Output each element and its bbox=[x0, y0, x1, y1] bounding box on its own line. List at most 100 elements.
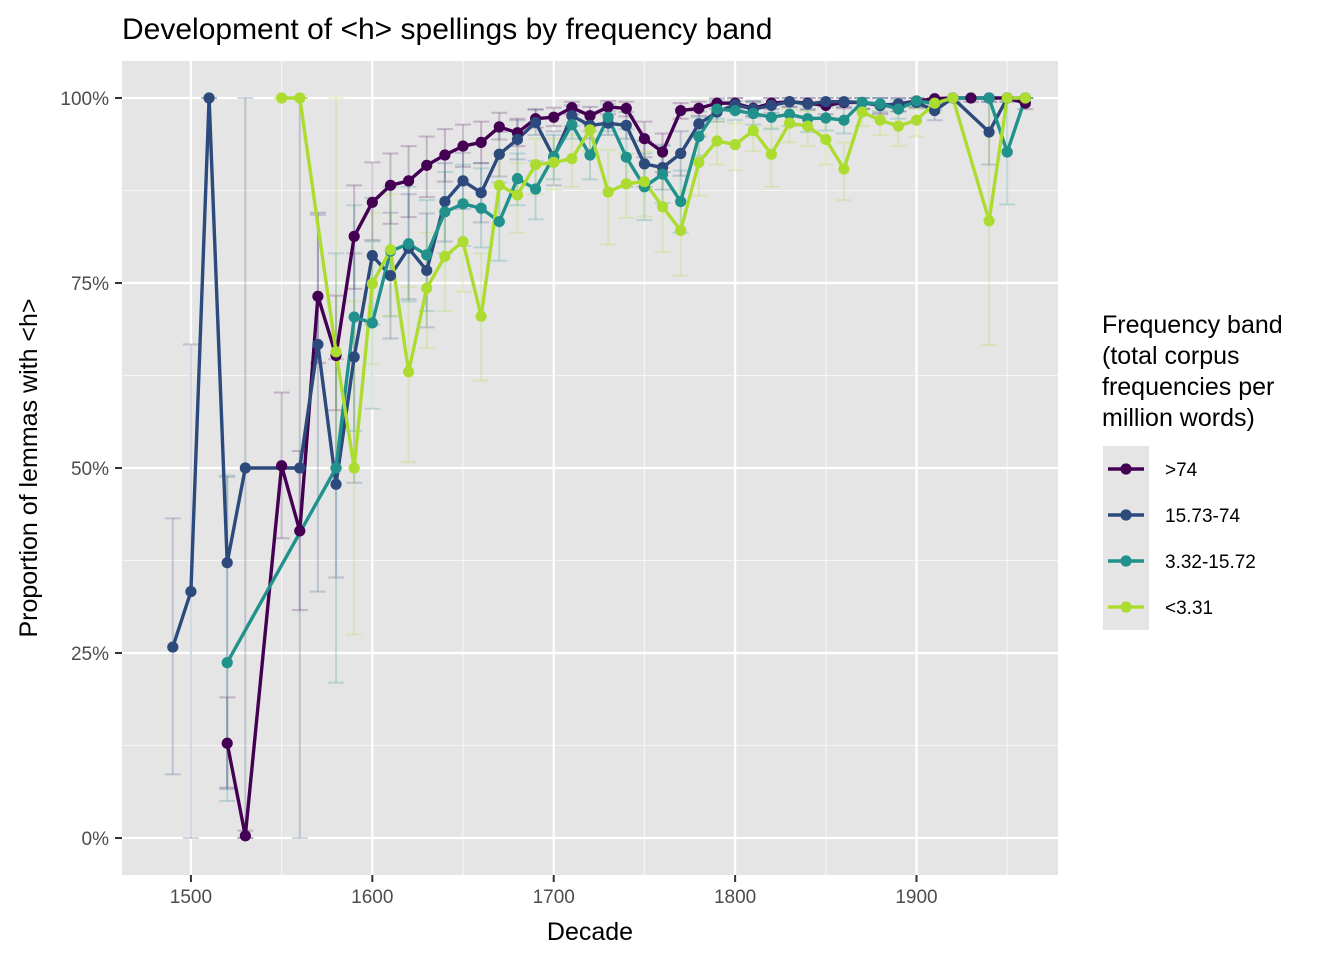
data-point-1 bbox=[511, 133, 524, 146]
data-point-1 bbox=[457, 175, 469, 187]
data-point-2 bbox=[421, 249, 433, 261]
data-point-3 bbox=[584, 124, 596, 136]
legend-title-line-2: (total corpus bbox=[1102, 342, 1240, 370]
legend-item: <3.31 bbox=[1103, 584, 1213, 630]
legend-key-point bbox=[1120, 463, 1132, 475]
data-point-2 bbox=[783, 108, 796, 120]
data-point-3 bbox=[276, 92, 288, 104]
data-point-3 bbox=[892, 120, 904, 132]
data-point-1 bbox=[167, 641, 179, 653]
data-point-0 bbox=[366, 196, 378, 208]
data-point-2 bbox=[330, 462, 342, 474]
data-point-0 bbox=[693, 102, 705, 114]
data-point-3 bbox=[693, 156, 705, 168]
data-point-1 bbox=[765, 99, 777, 111]
data-point-1 bbox=[838, 96, 850, 108]
data-point-3 bbox=[856, 106, 868, 118]
data-point-3 bbox=[602, 186, 614, 198]
data-point-1 bbox=[366, 250, 378, 262]
data-point-0 bbox=[348, 230, 360, 242]
data-point-3 bbox=[802, 120, 814, 132]
data-point-1 bbox=[783, 96, 796, 108]
legend-title-line-1: Frequency band bbox=[1102, 311, 1283, 339]
data-point-2 bbox=[874, 98, 886, 110]
data-point-0 bbox=[239, 830, 251, 842]
data-point-1 bbox=[566, 110, 578, 122]
data-point-0 bbox=[421, 159, 433, 171]
data-point-1 bbox=[239, 462, 251, 474]
data-point-1 bbox=[330, 478, 342, 490]
data-point-3 bbox=[421, 282, 433, 294]
data-point-0 bbox=[638, 133, 651, 145]
data-point-2 bbox=[729, 104, 741, 117]
data-point-1 bbox=[221, 557, 233, 569]
legend-key-point bbox=[1120, 555, 1132, 567]
data-point-0 bbox=[312, 290, 324, 302]
data-point-0 bbox=[548, 111, 560, 123]
data-point-1 bbox=[312, 338, 324, 351]
data-point-1 bbox=[638, 158, 651, 170]
data-point-3 bbox=[838, 163, 850, 175]
legend-key-point bbox=[1120, 509, 1132, 521]
data-point-0 bbox=[276, 460, 288, 472]
data-point-3 bbox=[548, 156, 560, 168]
data-point-2 bbox=[693, 130, 705, 143]
data-point-3 bbox=[384, 244, 397, 256]
data-point-1 bbox=[475, 187, 487, 199]
data-point-2 bbox=[910, 95, 923, 107]
data-point-2 bbox=[675, 196, 687, 208]
data-point-0 bbox=[584, 110, 596, 122]
data-point-3 bbox=[711, 135, 723, 147]
data-point-0 bbox=[439, 149, 451, 161]
series-line-3 bbox=[281, 96, 1026, 470]
y-tick-label: 100% bbox=[60, 89, 109, 110]
data-point-0 bbox=[566, 102, 578, 114]
data-point-2 bbox=[765, 111, 777, 123]
legend-key-point bbox=[1120, 601, 1132, 613]
data-point-3 bbox=[566, 153, 578, 165]
data-point-3 bbox=[729, 139, 741, 151]
data-point-3 bbox=[638, 176, 651, 188]
data-point-1 bbox=[185, 585, 197, 598]
data-point-0 bbox=[602, 101, 614, 113]
data-point-3 bbox=[783, 117, 796, 129]
data-point-2 bbox=[529, 183, 542, 195]
data-point-2 bbox=[747, 107, 759, 120]
data-point-2 bbox=[348, 311, 360, 323]
y-axis-ticks: 0% 25% 50% 75% 100% bbox=[60, 89, 122, 850]
data-point-2 bbox=[457, 198, 469, 210]
chart-title: Development of <h> spellings by frequenc… bbox=[122, 13, 772, 46]
data-point-3 bbox=[475, 310, 487, 322]
data-point-2 bbox=[983, 92, 995, 104]
x-tick-label: 1700 bbox=[533, 887, 575, 908]
data-point-2 bbox=[566, 119, 578, 131]
data-point-0 bbox=[493, 121, 505, 133]
data-point-0 bbox=[475, 136, 487, 148]
x-tick-label: 1500 bbox=[170, 887, 212, 908]
data-point-3 bbox=[747, 124, 759, 137]
data-point-3 bbox=[529, 159, 542, 171]
data-point-3 bbox=[910, 114, 923, 126]
data-point-2 bbox=[602, 111, 614, 123]
data-point-3 bbox=[675, 224, 687, 237]
legend-label: <3.31 bbox=[1165, 598, 1213, 619]
y-tick-label: 50% bbox=[71, 459, 109, 480]
data-point-2 bbox=[892, 103, 904, 115]
data-point-3 bbox=[947, 92, 959, 104]
data-point-2 bbox=[820, 112, 832, 124]
legend-label: >74 bbox=[1165, 460, 1198, 481]
data-point-2 bbox=[366, 317, 378, 329]
data-point-1 bbox=[294, 462, 306, 474]
data-point-0 bbox=[294, 525, 306, 537]
x-tick-label: 1600 bbox=[351, 887, 393, 908]
data-point-2 bbox=[221, 657, 233, 669]
data-point-0 bbox=[384, 179, 397, 191]
legend-item: 15.73-74 bbox=[1103, 492, 1240, 538]
data-point-0 bbox=[403, 175, 415, 187]
y-axis-title: Proportion of lemmas with <h> bbox=[15, 298, 43, 637]
data-point-3 bbox=[983, 215, 995, 227]
grid-minor bbox=[122, 61, 1058, 875]
data-point-3 bbox=[511, 189, 524, 201]
data-point-2 bbox=[856, 96, 868, 109]
data-point-3 bbox=[439, 250, 451, 262]
